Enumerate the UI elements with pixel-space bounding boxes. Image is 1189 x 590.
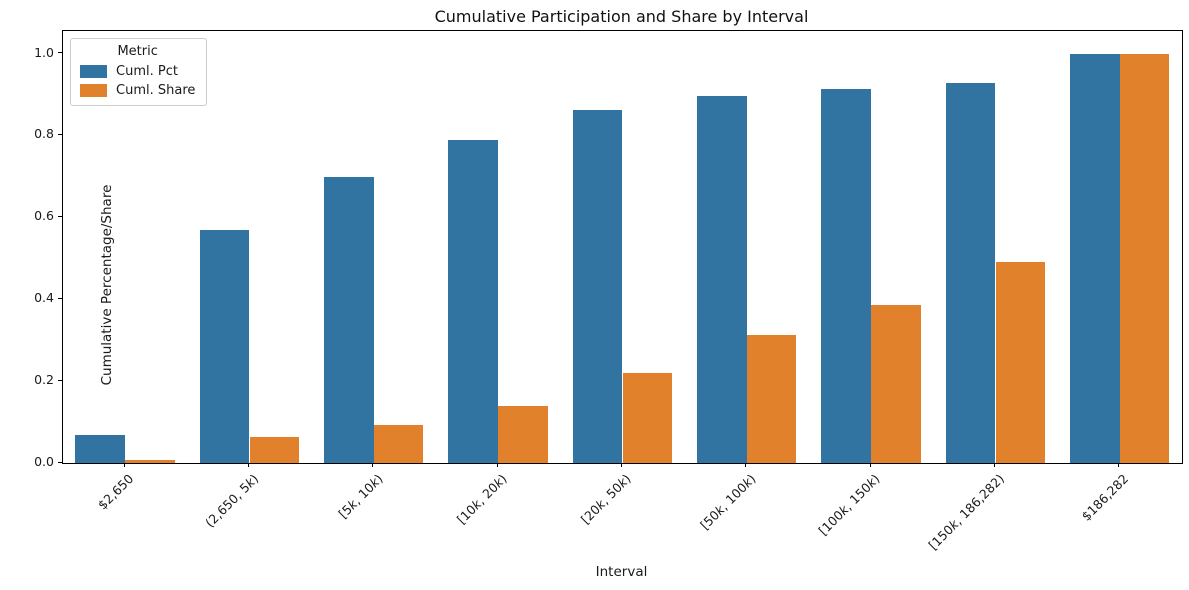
bar-cuml-share <box>622 373 673 463</box>
bar-cuml-share <box>995 261 1046 463</box>
bar-cuml-pct <box>945 83 996 463</box>
x-tick-mark <box>745 463 747 467</box>
cuml-share-swatch-icon <box>80 84 107 97</box>
bar-cuml-share <box>498 406 548 463</box>
x-tick-mark <box>496 463 498 467</box>
bar-cuml-pct <box>821 88 872 463</box>
y-tick-label: 0.6 <box>34 208 54 224</box>
x-tick-label: $186,282 <box>1078 471 1132 524</box>
bar-cuml-pct <box>448 139 499 463</box>
x-tick-label: [10k, 20k) <box>453 471 510 527</box>
plot-area: Cumulative Percentage/Share Metric Cuml.… <box>62 30 1183 464</box>
y-tick-mark <box>58 133 62 136</box>
y-tick-mark <box>58 461 62 463</box>
legend: Metric Cuml. Pct Cuml. Share <box>70 38 208 106</box>
y-tick-label: 0.4 <box>34 290 54 306</box>
x-tick-label: (2,650, 5k) <box>201 471 262 531</box>
y-tick-mark <box>58 379 62 381</box>
bar-cuml-share <box>373 424 424 463</box>
y-tick-label: 0.2 <box>34 372 54 388</box>
bar-cuml-share <box>871 304 921 463</box>
y-axis-label: Cumulative Percentage/Share <box>99 184 115 386</box>
bar-cuml-share <box>746 334 797 463</box>
y-tick-mark <box>58 52 62 54</box>
bar-cuml-pct <box>697 95 747 463</box>
x-tick-mark <box>869 463 871 467</box>
legend-item-cuml-pct: Cuml. Pct <box>80 64 195 79</box>
x-tick-label: [100k, 150k) <box>815 471 883 539</box>
bar-cuml-pct <box>75 435 126 463</box>
x-tick-label: [150k, 186,282) <box>925 471 1008 553</box>
y-tick-label: 0.0 <box>34 454 54 469</box>
legend-label: Cuml. Pct <box>116 64 178 79</box>
y-tick-label: 1.0 <box>34 44 54 60</box>
x-tick-label: [20k, 50k) <box>578 471 635 527</box>
bar-cuml-pct <box>1070 53 1120 463</box>
chart-title: Cumulative Participation and Share by In… <box>434 7 809 26</box>
legend-title: Metric <box>117 44 158 59</box>
y-tick-label: 0.8 <box>34 126 54 142</box>
bar-cuml-share <box>125 459 175 463</box>
x-tick-mark <box>994 463 996 467</box>
x-tick-mark <box>248 463 250 467</box>
x-tick-mark <box>123 463 125 467</box>
legend-label: Cuml. Share <box>116 83 196 98</box>
x-axis-label: Interval <box>595 564 648 580</box>
x-tick-mark <box>621 463 623 467</box>
legend-item-cuml-share: Cuml. Share <box>80 83 195 98</box>
y-tick-mark <box>58 297 62 299</box>
bar-cuml-pct <box>324 176 374 463</box>
bar-cuml-share <box>249 436 300 463</box>
x-tick-mark <box>1118 463 1120 467</box>
x-tick-mark <box>372 463 374 467</box>
x-tick-label: $2,650 <box>95 471 137 513</box>
cuml-pct-swatch-icon <box>80 65 107 78</box>
y-tick-mark <box>58 215 62 217</box>
x-tick-label: [5k, 10k) <box>335 471 386 522</box>
bar-cuml-pct <box>199 230 250 463</box>
x-tick-label: [50k, 100k) <box>696 471 759 533</box>
bar-cuml-pct <box>572 110 623 463</box>
bar-cuml-share <box>1119 53 1170 463</box>
